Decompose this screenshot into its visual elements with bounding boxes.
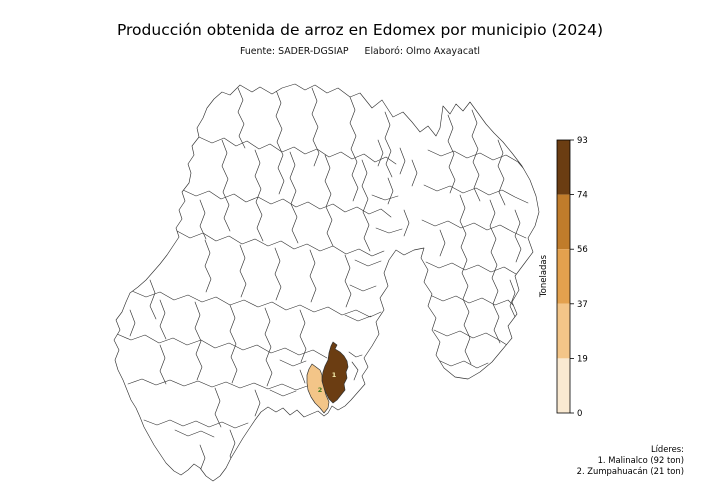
author-credit: Elaboró: Olmo Axayacatl xyxy=(364,46,481,57)
colorbar-seg-74-93 xyxy=(557,140,570,195)
colorbar-frame xyxy=(556,139,571,414)
colorbar-seg-56-74 xyxy=(557,194,570,250)
colorbar-seg-19-37 xyxy=(557,303,570,359)
colorbar-axis-label: Toneladas xyxy=(539,254,549,298)
leaders-item-1: 1. Malinalco (92 ton) xyxy=(597,454,684,465)
municipality-borders xyxy=(116,87,531,472)
colorbar-ticklabel-19: 19 xyxy=(577,354,588,364)
source-credit: Fuente: SADER-DGSIAP xyxy=(239,46,349,57)
figure-title: Producción obtenida de arroz en Edomex p… xyxy=(116,21,604,39)
municipality-zumpahuacan xyxy=(306,363,330,414)
malinalco-rank-label: 1 xyxy=(332,371,337,379)
leaders-heading: Líderes: xyxy=(650,444,684,454)
colorbar-ticklabel-37: 37 xyxy=(577,300,588,310)
colorbar-seg-37-56 xyxy=(557,249,570,304)
colorbar: 93 74 56 37 19 0 Toneladas xyxy=(539,136,588,419)
figure-subtitle: Fuente: SADER-DGSIAP Elaboró: Olmo Axaya… xyxy=(0,46,720,57)
colorbar-ticklabel-93: 93 xyxy=(577,136,588,146)
leaders-item-2: 2. Zumpahuacán (21 ton) xyxy=(576,465,684,476)
colorbar-ticklabel-56: 56 xyxy=(577,245,588,255)
colorbar-ticklabel-74: 74 xyxy=(577,191,588,201)
municipality-malinalco xyxy=(321,341,349,404)
leaders-note: Líderes: 1. Malinalco (92 ton) 2. Zumpah… xyxy=(577,444,684,476)
colorbar-ticklabel-0: 0 xyxy=(577,409,582,419)
zumpahuacan-rank-label: 2 xyxy=(318,386,323,394)
colorbar-seg-0-19 xyxy=(557,358,570,413)
